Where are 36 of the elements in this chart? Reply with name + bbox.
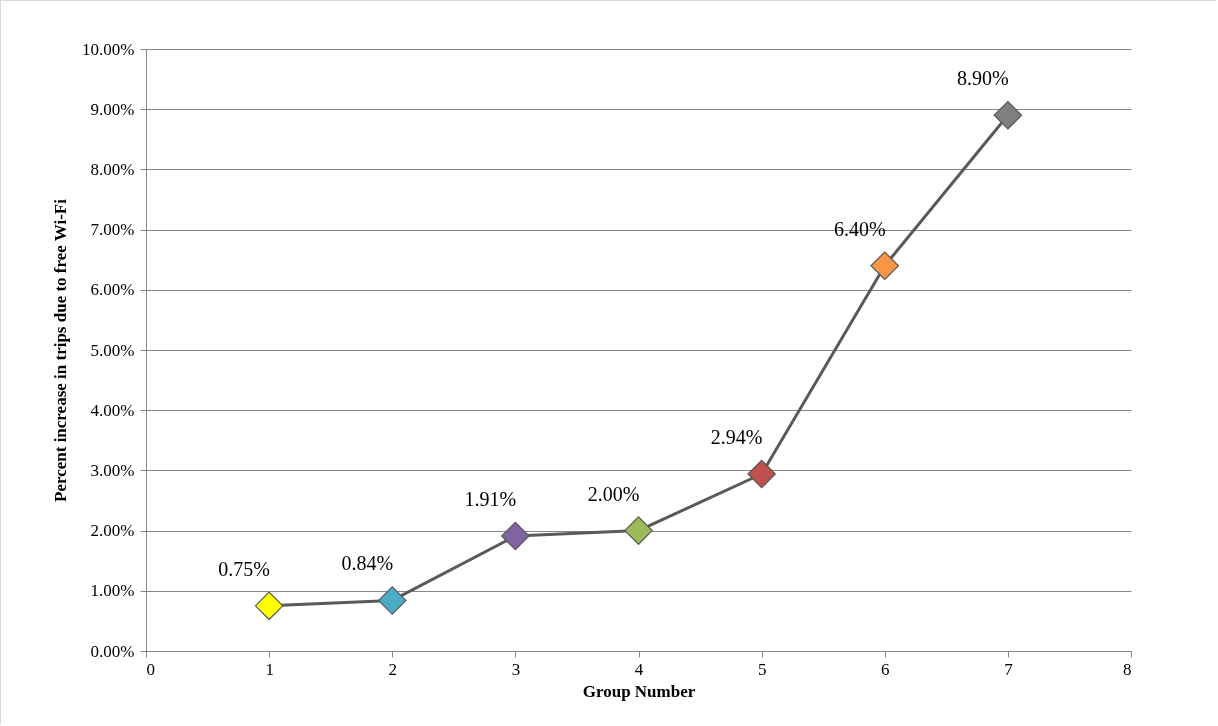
point: [624, 516, 653, 545]
y-tick-label: 2.00%: [90, 521, 135, 541]
x-tick-label: 0: [146, 659, 155, 679]
y-tick-label: 6.00%: [90, 280, 135, 300]
data-label: 2.00%: [587, 482, 640, 505]
x-tick-label: 1: [265, 659, 274, 679]
x-tick-label: 8: [1123, 659, 1132, 679]
point: [747, 459, 776, 489]
x-axis-title: Group Number: [582, 681, 696, 701]
x-tick-label: 4: [634, 659, 644, 679]
y-tick-label: 1.00%: [90, 581, 135, 601]
y-tick-label: 7.00%: [90, 220, 135, 240]
y-tick-label: 5.00%: [90, 340, 135, 360]
point: [254, 591, 284, 621]
data-label: 0.84%: [341, 552, 394, 575]
y-tick-label: 4.00%: [90, 400, 135, 420]
data-label: 2.94%: [710, 426, 763, 449]
x-tick-label: 5: [757, 659, 767, 679]
y-tick-label: 8.00%: [90, 159, 135, 179]
point: [993, 100, 1023, 130]
point: [870, 251, 900, 281]
point: [377, 586, 407, 615]
x-tick-label: 7: [1004, 659, 1014, 679]
y-axis-title: Percent increase in trips due to free Wi-Fi: [51, 198, 71, 502]
x-tick-label: 3: [511, 659, 521, 679]
x-tick-label: 2: [388, 659, 397, 679]
data-label: 6.40%: [833, 217, 886, 240]
y-tick-label: 10.00%: [82, 39, 135, 59]
data-label: 0.75%: [218, 557, 270, 580]
point: [501, 521, 530, 551]
y-tick-label: 0.00%: [90, 641, 135, 661]
data-label: 8.90%: [957, 67, 1009, 90]
y-tick-label: 3.00%: [90, 460, 135, 480]
x-tick-label: 6: [881, 659, 890, 679]
data-label: 1.91%: [464, 488, 517, 511]
y-tick-label: 9.00%: [90, 99, 135, 119]
